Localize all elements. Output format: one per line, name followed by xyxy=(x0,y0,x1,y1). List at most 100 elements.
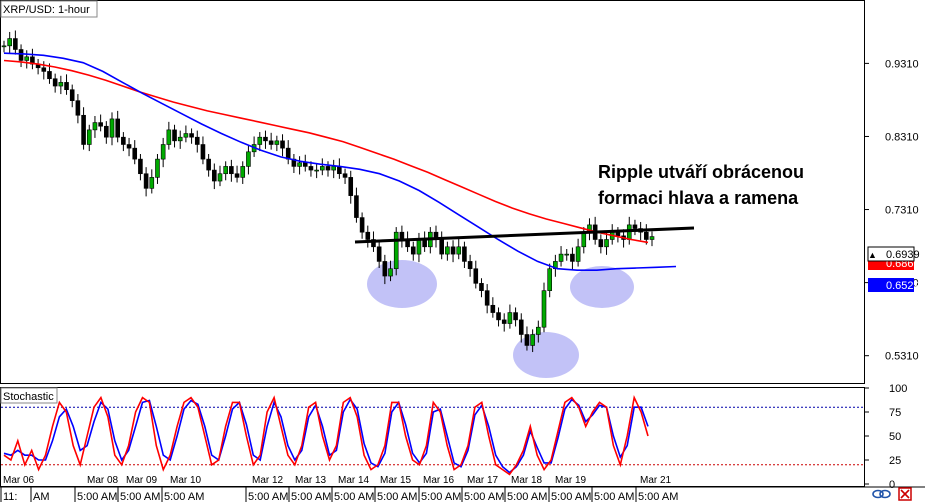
candle-body xyxy=(581,231,587,248)
candle-body xyxy=(268,140,274,145)
right-shoulder-highlight xyxy=(570,266,634,308)
date-label: Mar 08 xyxy=(87,475,119,486)
time-label: 5:00 AM xyxy=(248,491,288,503)
candle-body xyxy=(121,136,126,145)
candle-body xyxy=(177,136,183,142)
candle-body xyxy=(490,304,496,313)
left-shoulder-highlight xyxy=(367,260,437,308)
candle-body xyxy=(445,246,450,255)
current-price-value: 0.6939 xyxy=(886,249,920,261)
date-label: Mar 09 xyxy=(126,475,158,486)
stoch-tick-label: 25 xyxy=(889,455,901,467)
candle-body xyxy=(143,173,149,189)
candle-body xyxy=(558,253,564,262)
candle-body xyxy=(86,129,92,145)
candle-body xyxy=(507,312,513,324)
candle-body xyxy=(325,166,331,171)
candle-body xyxy=(206,158,211,171)
stoch-k-line xyxy=(3,395,649,476)
candle-body xyxy=(7,38,12,47)
time-label: AM xyxy=(33,491,50,503)
date-label: Mar 17 xyxy=(467,475,499,486)
time-label: 5:00 AM xyxy=(421,491,461,503)
time-label: 5:00 AM xyxy=(594,491,634,503)
candle-body xyxy=(234,173,240,178)
stochastic-label: Stochastic xyxy=(3,391,54,403)
head-highlight xyxy=(513,332,579,378)
candle-body xyxy=(92,122,98,131)
candle-body xyxy=(473,268,479,284)
candle-body xyxy=(212,169,217,182)
candle-body xyxy=(47,71,52,80)
candle-body xyxy=(109,118,115,138)
candle-body xyxy=(217,173,223,182)
price-tick-label: 0.5310 xyxy=(885,351,919,363)
candle-body xyxy=(604,239,609,248)
candle-body xyxy=(115,118,120,138)
time-label: 5:00 AM xyxy=(164,491,204,503)
candle-body xyxy=(484,290,490,306)
candle-body xyxy=(297,162,302,167)
time-label: 5:00 AM xyxy=(77,491,117,503)
date-label: Mar 14 xyxy=(338,475,370,486)
date-label: Mar 15 xyxy=(380,475,412,486)
current-price-badge xyxy=(867,246,915,262)
candle-body xyxy=(257,136,263,145)
candle-body xyxy=(501,319,507,324)
candle-body xyxy=(371,239,376,248)
candle-body xyxy=(564,253,570,256)
candle-body xyxy=(126,144,132,149)
candle-body xyxy=(467,261,473,270)
stochastic-label-box xyxy=(0,387,58,404)
candle-body xyxy=(462,246,467,262)
candle-body xyxy=(263,136,268,142)
candle-body xyxy=(149,177,155,189)
candle-body xyxy=(194,136,200,145)
chart-title-box xyxy=(0,0,98,18)
candle-body xyxy=(98,122,103,127)
time-label: 5:00 AM xyxy=(120,491,160,503)
chart-title: XRP/USD: 1-hour xyxy=(3,4,90,16)
candle-body xyxy=(410,246,416,255)
candle-body xyxy=(518,319,524,335)
candle-body xyxy=(24,56,30,61)
candle-body xyxy=(104,125,109,138)
candle-body xyxy=(456,246,462,255)
candle-body xyxy=(331,166,336,171)
candle-body xyxy=(354,195,359,218)
candle-body xyxy=(64,82,69,90)
link-icon[interactable] xyxy=(872,489,891,499)
candle-body xyxy=(615,231,621,237)
date-label: Mar 13 xyxy=(295,475,327,486)
candle-body xyxy=(308,166,314,171)
candle-body xyxy=(1,45,7,48)
candle-body xyxy=(138,158,143,175)
candle-body xyxy=(229,166,234,175)
date-label: Mar 12 xyxy=(252,475,284,486)
annotation-line-2: formaci hlava a ramena xyxy=(598,188,799,208)
candle-body xyxy=(530,334,535,346)
candle-body xyxy=(439,239,444,255)
date-label: Mar 16 xyxy=(423,475,455,486)
time-label: 5:00 AM xyxy=(291,491,331,503)
candle-body xyxy=(382,261,388,277)
candle-body xyxy=(496,312,501,321)
time-label: 5:00 AM xyxy=(377,491,417,503)
candle-body xyxy=(524,334,530,346)
ma-blue-line xyxy=(3,52,677,272)
candle-body xyxy=(541,290,547,328)
price-panel-frame xyxy=(0,0,865,384)
candle-body xyxy=(155,158,160,178)
candle-body xyxy=(320,166,325,171)
candle-body xyxy=(200,144,206,160)
time-label: 5:00 AM xyxy=(638,491,678,503)
price-tick-label: 0.7310 xyxy=(885,205,919,217)
ma-blue-value: 0.6529 xyxy=(886,280,920,292)
close-icon[interactable] xyxy=(898,487,912,501)
stochastic-layer xyxy=(1,395,864,476)
candle-body xyxy=(388,268,393,277)
candle-body xyxy=(399,231,405,240)
candle-body xyxy=(342,173,348,178)
candle-body xyxy=(302,162,308,167)
